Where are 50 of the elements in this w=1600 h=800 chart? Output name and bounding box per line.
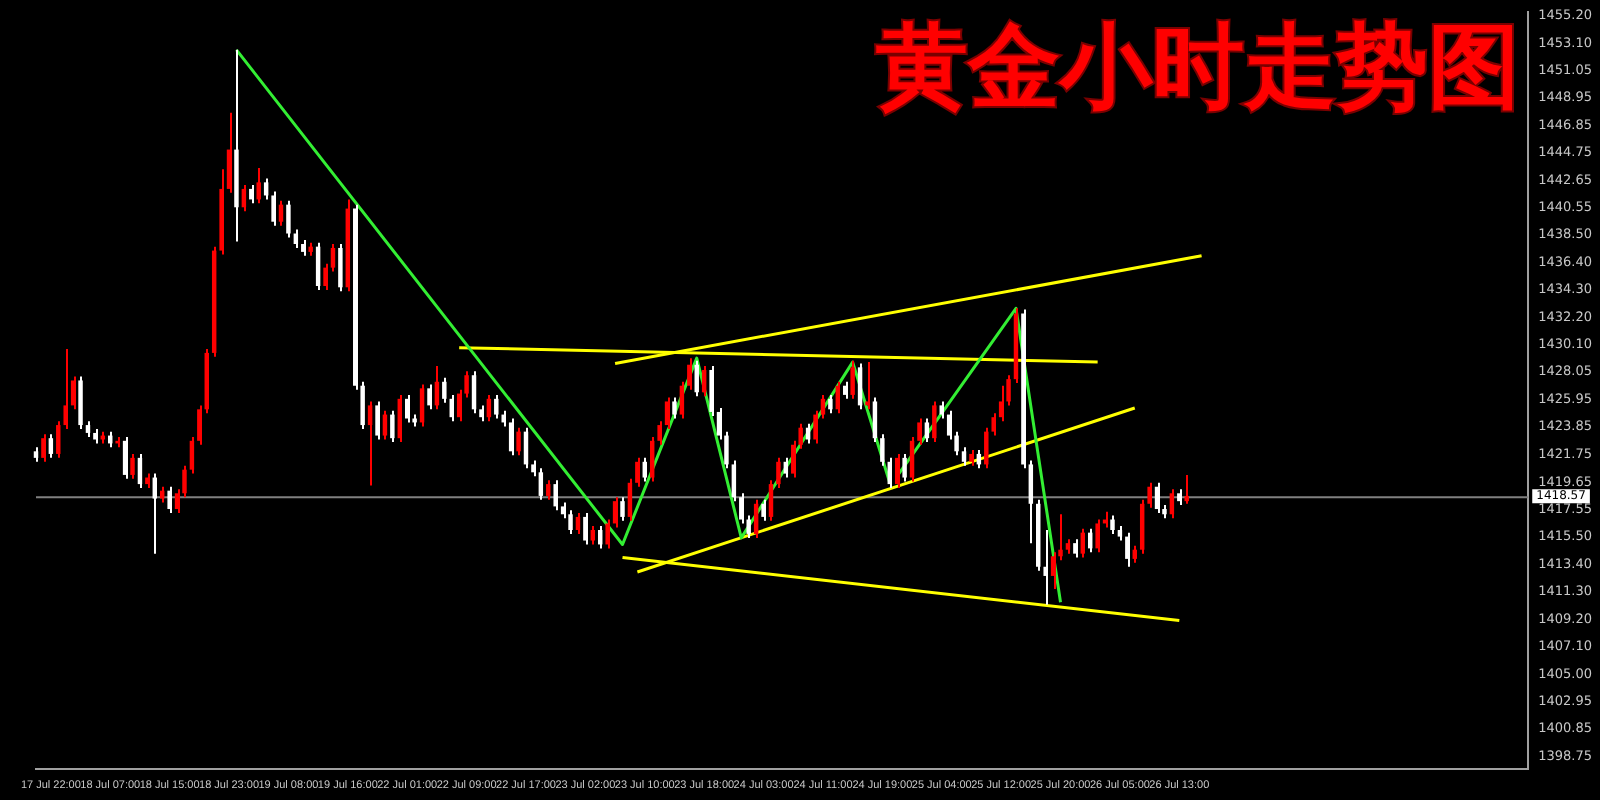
candlestick bbox=[583, 511, 588, 546]
candlestick bbox=[880, 433, 885, 467]
candlestick bbox=[375, 400, 380, 441]
candlestick bbox=[538, 467, 544, 501]
candlestick bbox=[575, 511, 581, 535]
candlestick bbox=[850, 359, 855, 400]
candlestick bbox=[130, 452, 135, 480]
candlestick bbox=[620, 496, 625, 522]
candlestick bbox=[249, 183, 254, 205]
candlestick bbox=[78, 375, 83, 430]
candlestick bbox=[442, 376, 447, 404]
candlestick bbox=[865, 361, 870, 411]
candlestick bbox=[642, 456, 647, 483]
candlestick bbox=[768, 479, 774, 522]
candlestick bbox=[427, 383, 432, 411]
candlestick bbox=[390, 409, 395, 444]
candlestick bbox=[1125, 531, 1130, 568]
candlestick bbox=[1073, 538, 1078, 559]
candlestick bbox=[776, 456, 781, 490]
candlestick bbox=[167, 485, 172, 514]
candlestick bbox=[404, 393, 410, 424]
candlestick bbox=[494, 393, 499, 420]
candlestick bbox=[41, 433, 46, 463]
candlestick bbox=[1095, 518, 1100, 554]
candlestick bbox=[857, 362, 863, 411]
candlestick bbox=[902, 452, 907, 483]
candlestick bbox=[508, 417, 514, 457]
candlestick bbox=[783, 456, 789, 479]
candlestick bbox=[961, 446, 967, 467]
candlestick bbox=[516, 426, 521, 457]
candlestick bbox=[872, 396, 878, 444]
candlestick bbox=[553, 479, 558, 512]
candlestick bbox=[48, 433, 54, 459]
candlestick bbox=[286, 199, 291, 239]
chart-title: 黄金小时走势图 bbox=[876, 15, 1521, 118]
candlestick bbox=[382, 409, 388, 441]
candlestick bbox=[1110, 514, 1115, 535]
candlestick bbox=[367, 400, 373, 487]
candlestick bbox=[1050, 551, 1056, 591]
candlestick bbox=[338, 243, 343, 293]
candlestick bbox=[753, 498, 759, 539]
candlestick bbox=[761, 498, 766, 522]
candlestick bbox=[256, 166, 261, 205]
candlestick bbox=[924, 417, 930, 444]
candlestick bbox=[672, 396, 677, 420]
candlestick bbox=[590, 525, 596, 546]
candlestick bbox=[828, 393, 833, 415]
candlestick bbox=[568, 509, 573, 535]
candlestick bbox=[546, 479, 551, 501]
candlestick bbox=[932, 400, 937, 444]
